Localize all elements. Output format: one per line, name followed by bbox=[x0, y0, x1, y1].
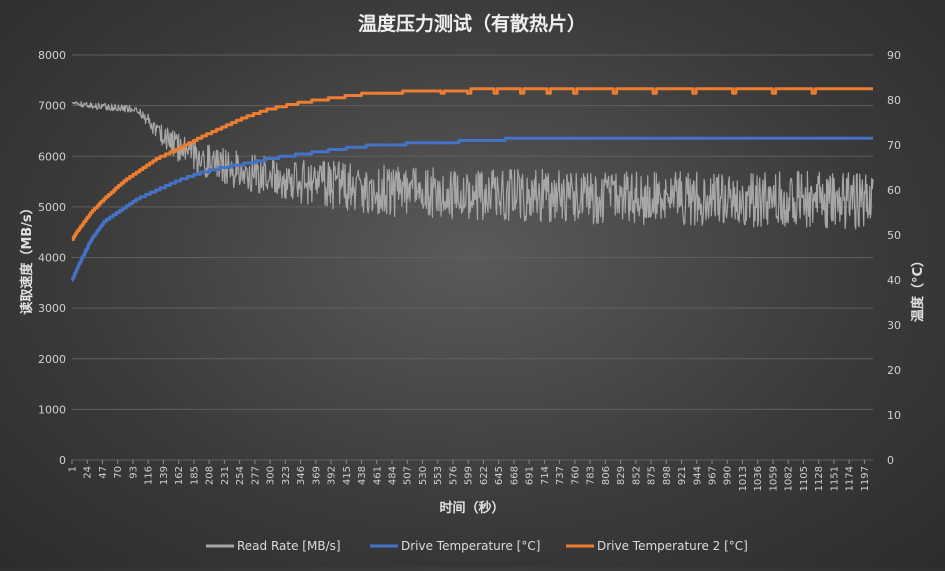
left-y-tick-label: 4000 bbox=[38, 252, 66, 265]
x-tick-label: 1 bbox=[68, 466, 79, 472]
x-tick-label: 369 bbox=[311, 466, 322, 485]
right-y-tick-label: 0 bbox=[887, 454, 894, 467]
x-tick-label: 990 bbox=[723, 466, 734, 485]
x-tick-label: 668 bbox=[509, 466, 520, 485]
x-tick-label: 139 bbox=[159, 466, 170, 485]
x-tick-label: 1036 bbox=[753, 466, 764, 491]
right-y-tick-label: 50 bbox=[887, 229, 901, 242]
right-y-tick-label: 20 bbox=[887, 364, 901, 377]
x-tick-label: 1197 bbox=[860, 466, 871, 491]
x-tick-label: 691 bbox=[525, 466, 536, 485]
x-tick-label: 1174 bbox=[845, 466, 856, 491]
right-y-tick-label: 80 bbox=[887, 94, 901, 107]
x-tick-label: 645 bbox=[494, 466, 505, 485]
x-tick-label: 852 bbox=[631, 466, 642, 485]
left-y-tick-label: 6000 bbox=[38, 150, 66, 163]
left-y-axis-title: 读取速度（MB/s） bbox=[19, 201, 35, 314]
x-tick-label: 93 bbox=[128, 466, 139, 479]
chart-title: 温度压力测试（有散热片） bbox=[358, 12, 586, 35]
legend-label: Read Rate [MB/s] bbox=[237, 539, 341, 553]
x-tick-label: 806 bbox=[601, 466, 612, 485]
x-tick-label: 231 bbox=[220, 466, 231, 485]
x-tick-label: 737 bbox=[555, 466, 566, 485]
x-tick-label: 875 bbox=[647, 466, 658, 485]
x-tick-label: 70 bbox=[113, 466, 124, 479]
x-tick-label: 438 bbox=[357, 466, 368, 485]
right-y-tick-label: 90 bbox=[887, 49, 901, 62]
x-tick-label: 300 bbox=[266, 466, 277, 485]
left-y-tick-label: 7000 bbox=[38, 100, 66, 113]
x-tick-label: 1082 bbox=[784, 466, 795, 491]
left-y-tick-label: 3000 bbox=[38, 302, 66, 315]
x-tick-label: 967 bbox=[708, 466, 719, 485]
x-tick-label: 714 bbox=[540, 466, 551, 485]
x-tick-label: 1013 bbox=[738, 466, 749, 491]
x-tick-label: 530 bbox=[418, 466, 429, 485]
x-tick-label: 576 bbox=[448, 466, 459, 485]
x-tick-label: 461 bbox=[372, 466, 383, 485]
x-tick-label: 415 bbox=[342, 466, 353, 485]
series-line-read-rate bbox=[71, 100, 874, 230]
x-tick-label: 277 bbox=[250, 466, 261, 485]
x-tick-label: 507 bbox=[403, 466, 414, 485]
x-tick-label: 208 bbox=[205, 466, 216, 485]
right-y-ticks: 0 10 20 30 40 50 60 70 80 90 bbox=[887, 49, 901, 467]
x-tick-label: 783 bbox=[586, 466, 597, 485]
x-tick-label: 622 bbox=[479, 466, 490, 485]
x-tick-label: 1128 bbox=[814, 466, 825, 491]
x-tick-label: 760 bbox=[570, 466, 581, 485]
legend-label: Drive Temperature [°C] bbox=[401, 539, 540, 553]
x-tick-label: 254 bbox=[235, 466, 246, 485]
x-tick-label: 47 bbox=[98, 466, 109, 479]
series-line-drive-temperature-2 bbox=[71, 87, 874, 241]
x-tick-label: 323 bbox=[281, 466, 292, 485]
left-y-tick-label: 2000 bbox=[38, 353, 66, 366]
right-y-tick-label: 70 bbox=[887, 139, 901, 152]
x-tick-label: 1059 bbox=[768, 466, 779, 491]
x-tick-label: 116 bbox=[144, 466, 155, 485]
left-y-tick-label: 8000 bbox=[38, 49, 66, 62]
series-layer bbox=[71, 87, 874, 282]
right-y-tick-label: 40 bbox=[887, 274, 901, 287]
left-y-tick-label: 0 bbox=[59, 454, 66, 467]
left-y-ticks: 0 1000 2000 3000 4000 5000 6000 7000 8000 bbox=[38, 49, 66, 467]
x-tick-label: 553 bbox=[433, 466, 444, 485]
x-tick-label: 346 bbox=[296, 466, 307, 485]
x-tick-label: 185 bbox=[189, 466, 200, 485]
x-tick-label: 392 bbox=[327, 466, 338, 485]
x-axis-title: 时间（秒） bbox=[439, 500, 504, 516]
right-y-tick-label: 60 bbox=[887, 184, 901, 197]
series-line-drive-temperature bbox=[71, 136, 874, 282]
right-y-axis-title: 温度（°C） bbox=[910, 254, 926, 322]
left-y-tick-label: 5000 bbox=[38, 201, 66, 214]
gridlines bbox=[72, 54, 873, 461]
x-tick-label: 599 bbox=[464, 466, 475, 485]
x-tick-label: 921 bbox=[677, 466, 688, 485]
x-tick-label: 162 bbox=[174, 466, 185, 485]
right-y-tick-label: 10 bbox=[887, 409, 901, 422]
x-tick-label: 24 bbox=[83, 466, 94, 479]
x-tick-label: 1151 bbox=[829, 466, 840, 491]
left-y-tick-label: 1000 bbox=[38, 403, 66, 416]
x-tick-label: 1105 bbox=[799, 466, 810, 491]
legend: Read Rate [MB/s] Drive Temperature [°C] Dr… bbox=[206, 539, 748, 553]
x-tick-label: 484 bbox=[388, 466, 399, 485]
right-y-tick-label: 30 bbox=[887, 319, 901, 332]
x-tick-label: 898 bbox=[662, 466, 673, 485]
x-tick-label: 944 bbox=[692, 466, 703, 485]
legend-label: Drive Temperature 2 [°C] bbox=[597, 539, 748, 553]
x-ticks: 1 24 47 70 93 116 139 162 185 208 231 254 277 300 323 3… bbox=[68, 460, 871, 491]
x-tick-label: 829 bbox=[616, 466, 627, 485]
